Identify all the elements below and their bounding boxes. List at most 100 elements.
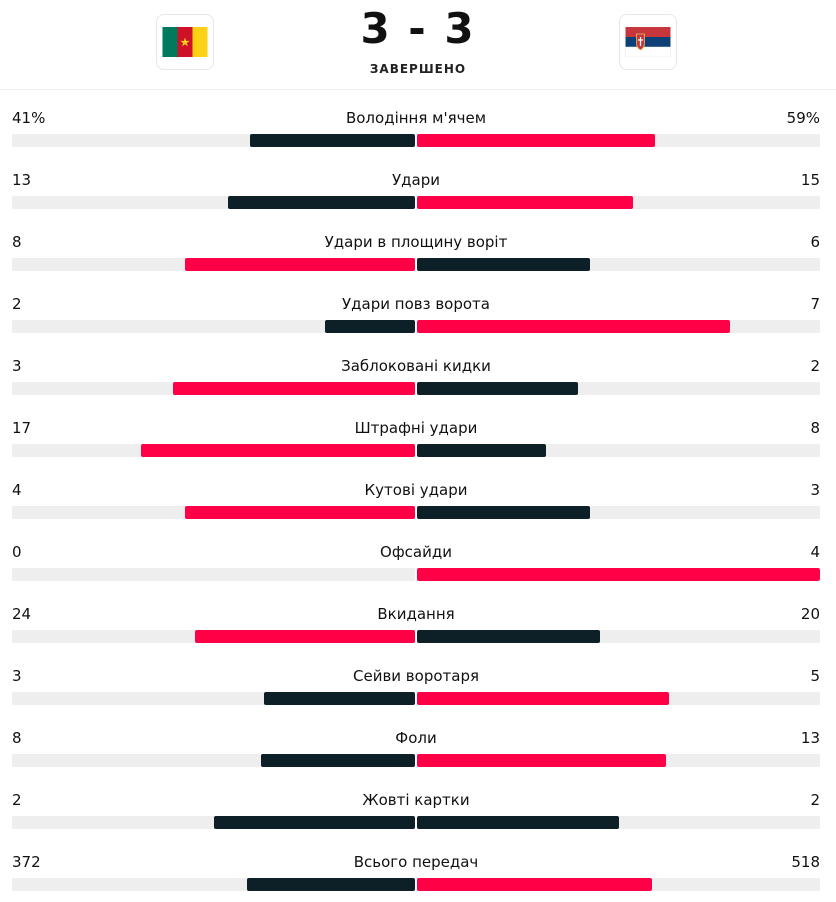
stat-row: 24 Вкидання 20 [12,601,820,663]
stat-away-track [417,630,820,643]
stat-row: 13 Удари 15 [12,167,820,229]
stat-row: 3 Сейви воротаря 5 [12,663,820,725]
stat-away-value: 15 [800,171,820,189]
stat-away-bar [417,258,590,271]
stat-away-track [417,444,820,457]
stat-away-bar [417,506,590,519]
stat-home-value: 13 [12,171,32,189]
stat-label: Удари в площину воріт [324,233,508,251]
stat-home-value: 2 [12,295,22,313]
stat-home-bar [263,692,415,705]
stat-home-bar [325,320,415,333]
stat-away-bar [417,568,820,581]
stat-home-value: 372 [12,853,41,871]
stat-home-bar [173,382,415,395]
stat-away-track [417,258,820,271]
stat-away-value: 7 [810,295,820,313]
home-team-button[interactable] [156,14,214,70]
stat-home-value: 4 [12,481,22,499]
stat-home-value: 41% [12,109,46,127]
stat-label: Всього передач [353,853,479,871]
stat-label: Штрафні удари [354,419,478,437]
stat-away-track [417,816,820,829]
statistics-list: 41% Володіння м'ячем 59% 13 Удари 15 8 Удари в … [12,105,820,902]
stat-home-value: 2 [12,791,22,809]
stat-row: 2 Жовті картки 2 [12,787,820,849]
stat-home-track [12,878,415,891]
stat-home-track [12,196,415,209]
match-header: 3 - 3 ЗАВЕРШЕНО [0,0,836,90]
stat-home-bar [184,258,415,271]
stat-away-bar [417,382,579,395]
stat-home-value: 17 [12,419,32,437]
stat-away-track [417,754,820,767]
stat-home-track [12,444,415,457]
stat-label: Кутові удари [364,481,468,499]
stat-home-track [12,568,415,581]
stat-label: Сейви воротаря [353,667,479,685]
stat-away-track [417,196,820,209]
stat-label: Вкидання [377,605,455,623]
stat-away-value: 518 [791,853,820,871]
stat-home-bar [261,754,415,767]
stat-away-value: 20 [800,605,820,623]
match-score: 3 - 3 [360,4,476,53]
stat-away-value: 59% [786,109,820,127]
stat-home-bar [227,196,415,209]
stat-away-value: 5 [810,667,820,685]
stat-away-bar [417,754,667,767]
stat-away-track [417,878,820,891]
stat-home-value: 3 [12,667,22,685]
stat-home-track [12,258,415,271]
stat-label: Офсайди [380,543,452,561]
stat-away-value: 6 [810,233,820,251]
stat-home-bar [184,506,415,519]
stat-row: 8 Удари в площину воріт 6 [12,229,820,291]
stat-away-value: 4 [810,543,820,561]
stat-away-bar [417,196,633,209]
stat-row: 0 Офсайди 4 [12,539,820,601]
stat-home-track [12,692,415,705]
stat-row: 3 Заблоковані кидки 2 [12,353,820,415]
stat-row: 2 Удари повз ворота 7 [12,291,820,353]
stat-away-track [417,320,820,333]
stat-home-bar [213,816,415,829]
stat-row: 372 Всього передач 518 [12,849,820,902]
stat-away-value: 13 [800,729,820,747]
stat-label: Удари повз ворота [342,295,490,313]
stat-label: Заблоковані кидки [341,357,491,375]
stat-away-bar [417,878,652,891]
stat-home-track [12,630,415,643]
stat-home-value: 24 [12,605,32,623]
stat-away-value: 2 [810,357,820,375]
stat-home-bar [249,134,415,147]
stat-home-value: 8 [12,233,22,251]
stat-label: Фоли [395,729,437,747]
serbia-flag-icon [625,27,671,57]
stat-home-track [12,382,415,395]
stat-row: 8 Фоли 13 [12,725,820,787]
stat-away-bar [417,816,619,829]
stat-row: 4 Кутові удари 3 [12,477,820,539]
away-team-button[interactable] [619,14,677,70]
stat-home-bar [195,630,415,643]
stat-home-value: 0 [12,543,22,561]
stat-away-bar [417,444,546,457]
stat-home-track [12,320,415,333]
stat-label: Володіння м'ячем [345,109,487,127]
stat-away-track [417,134,820,147]
stat-home-value: 3 [12,357,22,375]
stat-home-track [12,816,415,829]
stat-away-track [417,506,820,519]
stat-away-bar [417,320,731,333]
stat-away-value: 3 [810,481,820,499]
stat-home-value: 8 [12,729,22,747]
stat-row: 17 Штрафні удари 8 [12,415,820,477]
stat-away-track [417,568,820,581]
stat-away-value: 2 [810,791,820,809]
stat-home-track [12,754,415,767]
stat-away-bar [417,134,655,147]
stat-away-value: 8 [810,419,820,437]
stat-away-track [417,382,820,395]
stat-row: 41% Володіння м'ячем 59% [12,105,820,167]
